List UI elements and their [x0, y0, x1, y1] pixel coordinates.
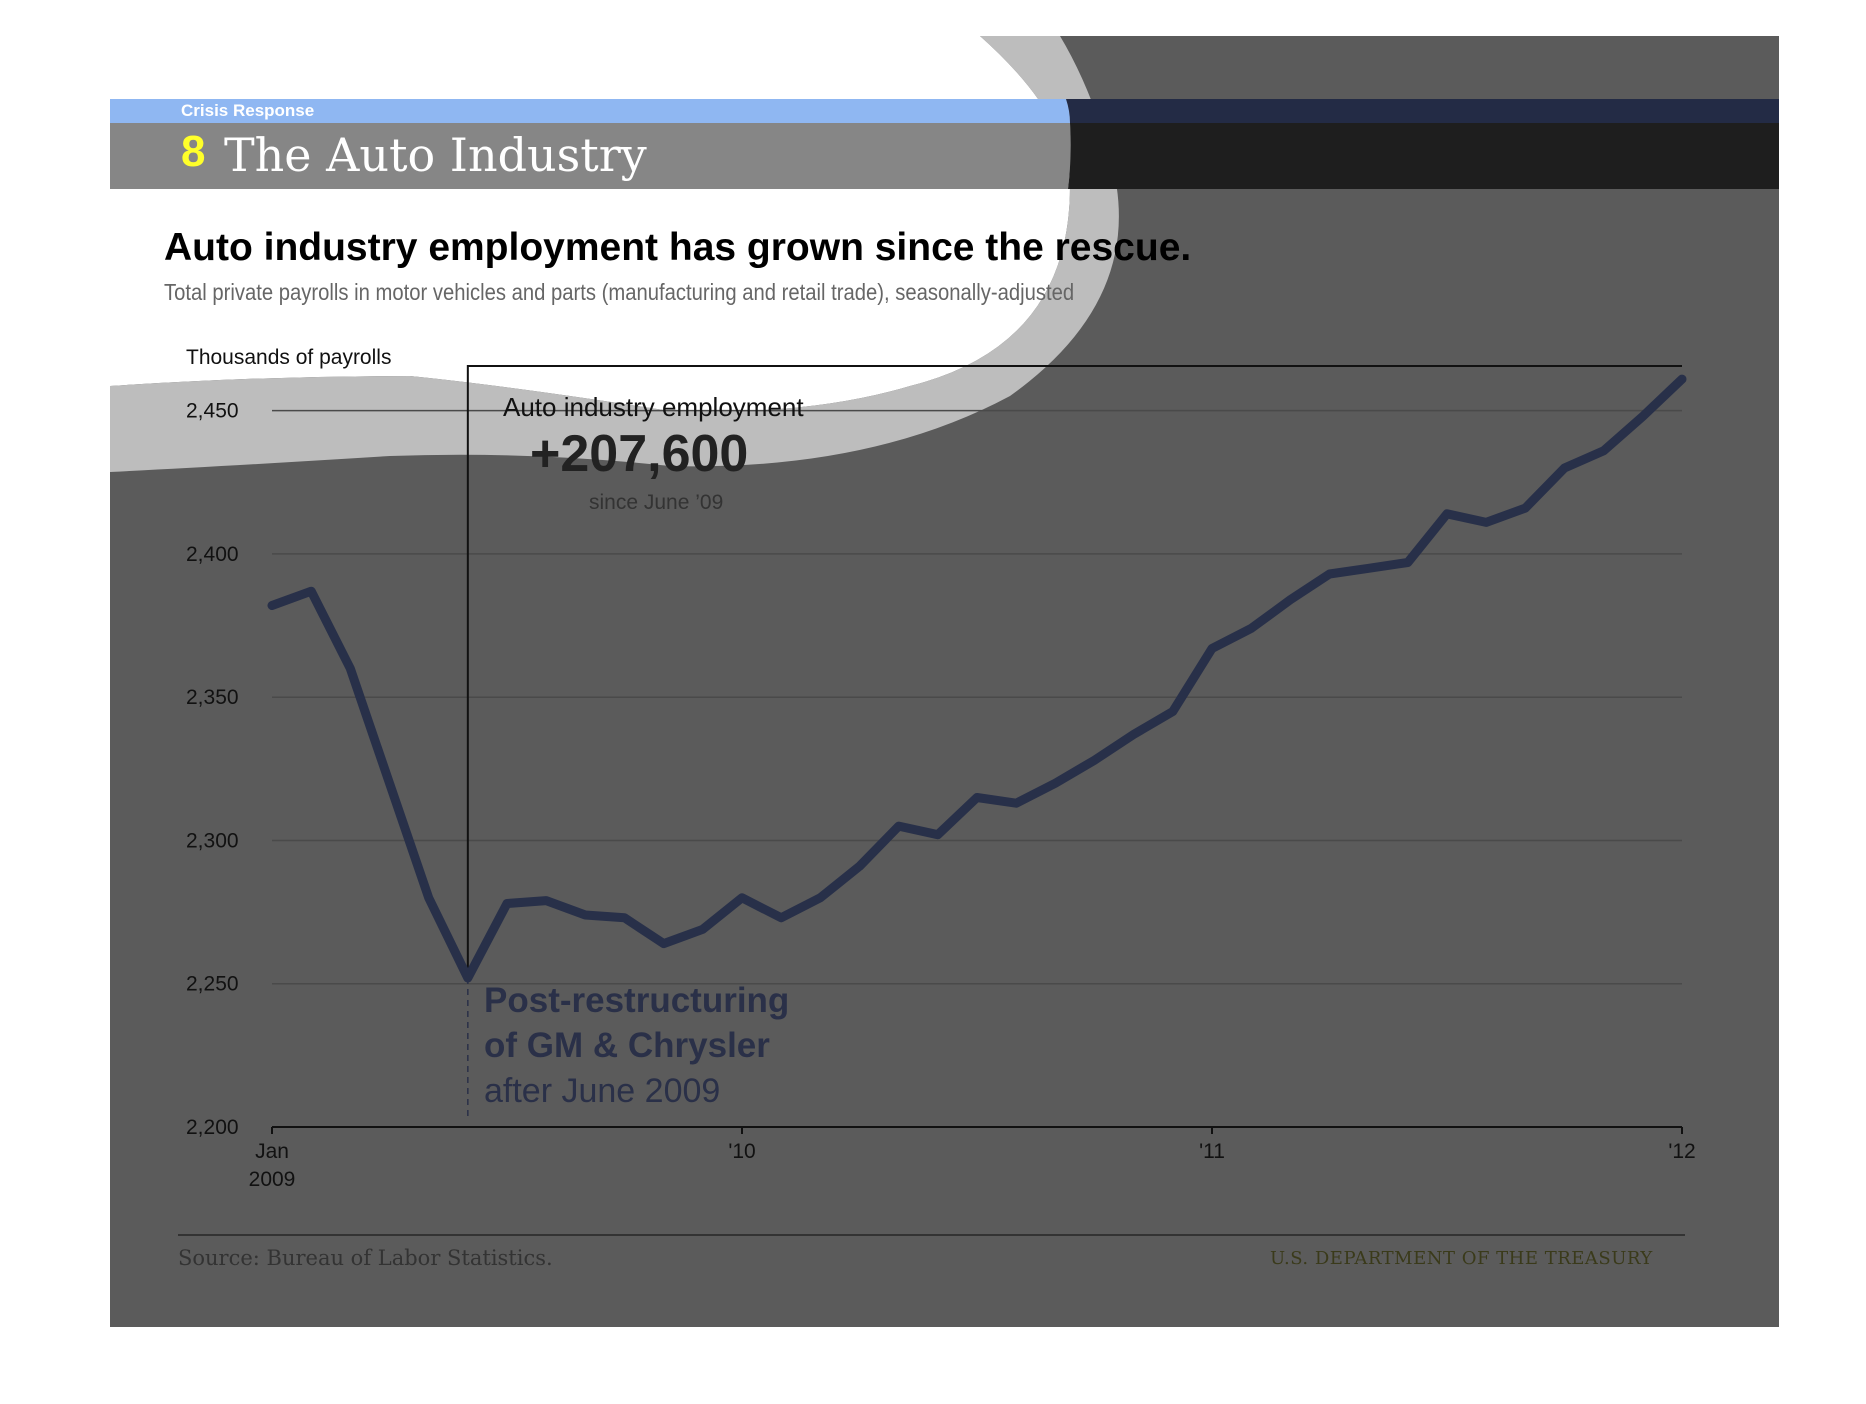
slide-background-art	[110, 36, 1779, 1327]
chart-headline: Auto industry employment has grown since…	[164, 226, 1192, 269]
slide: Crisis Response 8 The Auto Industry Auto…	[110, 36, 1779, 1327]
series-layer	[267, 374, 1687, 983]
x-tick-labels: Jan 2009 '10 '11 '12	[249, 1140, 1696, 1191]
annotation-bracket	[466, 365, 1682, 978]
annotation-value: +207,600	[530, 425, 749, 483]
swoosh-ring	[110, 36, 1119, 472]
y-tick-label: 2,200	[186, 1116, 239, 1139]
y-tick-labels: 2,200 2,250 2,300 2,350 2,400 2,450	[186, 400, 239, 1139]
annotation-box	[466, 365, 1682, 1119]
y-tick-label: 2,350	[186, 686, 239, 709]
band-overlay	[110, 99, 1070, 123]
grid-lines	[272, 409, 1682, 985]
annotation-since: since June ’09	[589, 491, 724, 514]
source-note: Source: Bureau of Labor Statistics.	[178, 1246, 553, 1270]
y-tick-label: 2,250	[186, 973, 239, 996]
x-tick-label: '12	[1668, 1140, 1695, 1163]
y-tick-label: 2,400	[186, 543, 239, 566]
footer-divider	[178, 1234, 1685, 1236]
agency-name: U.S. DEPARTMENT OF THE TREASURY	[1270, 1248, 1653, 1269]
restructuring-note-line2: of GM & Chrysler	[484, 1026, 770, 1065]
y-tick-label: 2,450	[186, 400, 239, 423]
restructuring-note-line3: after June 2009	[484, 1072, 721, 1110]
slide-number: 8	[181, 127, 206, 176]
restructuring-note-line1: Post-restructuring	[484, 981, 790, 1020]
x-tick-label: '11	[1199, 1140, 1225, 1163]
x-tick-label: '10	[728, 1140, 755, 1163]
chart-subheadline: Total private payrolls in motor vehicles…	[164, 279, 1075, 305]
section-label: Crisis Response	[181, 101, 315, 120]
x-axis	[271, 1126, 1683, 1134]
y-axis-label: Thousands of payrolls	[186, 346, 392, 369]
x-tick-label: 2009	[249, 1168, 296, 1191]
slide-title: The Auto Industry	[224, 128, 647, 182]
line-chart: 2,200 2,250 2,300 2,350 2,400 2,450 Jan 2009 '1…	[186, 365, 1696, 1191]
x-tick-label: Jan	[255, 1140, 289, 1163]
y-tick-label: 2,300	[186, 829, 239, 852]
annotation-label: Auto industry employment	[503, 392, 804, 422]
